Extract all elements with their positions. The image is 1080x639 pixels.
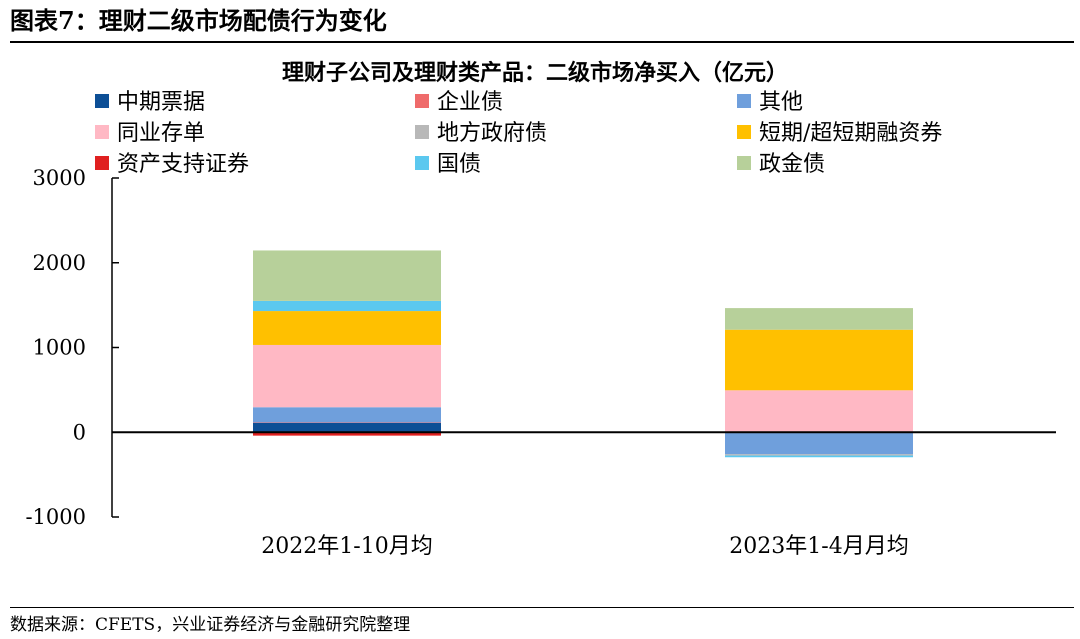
legend-swatch: [95, 125, 109, 139]
legend-item-同业存单: 同业存单: [95, 121, 205, 146]
bar-segment-短期-超短期融资券-0: [253, 311, 441, 345]
legend-label: 中期票据: [117, 90, 205, 115]
bar-segment-其他-0: [253, 407, 441, 423]
legend-label: 政金债: [759, 152, 825, 177]
legend-swatch: [737, 156, 751, 170]
bar-segment-地方政府债-1: [725, 454, 913, 456]
source-rule: [10, 607, 1074, 608]
y-tick-label-3000: 3000: [33, 166, 86, 190]
legend-swatch: [95, 94, 109, 108]
bar-segment-国债-0: [253, 300, 441, 312]
legend-item-企业债: 企业债: [415, 90, 503, 115]
legend-item-短期-超短期融资券: 短期/超短期融资券: [737, 121, 942, 146]
title-rule: [10, 41, 1074, 43]
axes: -1000 0 1000 2000 3000: [25, 166, 1056, 529]
legend-label: 资产支持证券: [117, 152, 249, 177]
figure-title: 图表7：理财二级市场配债行为变化: [10, 6, 387, 35]
bars: 2022年1-10月均 2023年1-4月月均: [253, 250, 913, 559]
legend-label: 其他: [759, 90, 803, 115]
bar-segment-国债-1: [725, 455, 913, 458]
legend-item-国债: 国债: [415, 152, 481, 177]
legend-swatch: [415, 125, 429, 139]
source-note: 数据来源：CFETS，兴业证券经济与金融研究院整理: [10, 615, 411, 635]
legend-label: 企业债: [437, 90, 503, 115]
bar-segment-同业存单-1: [725, 390, 913, 433]
y-tick-label--1000: -1000: [25, 505, 86, 529]
legend-item-中期票据: 中期票据: [95, 90, 205, 115]
legend-item-政金债: 政金债: [737, 152, 825, 177]
legend-swatch: [415, 156, 429, 170]
bar-segment-同业存单-0: [253, 344, 441, 408]
legend-label: 国债: [437, 152, 481, 177]
category-label-1: 2023年1-4月月均: [729, 534, 908, 559]
legend-item-其他: 其他: [737, 90, 803, 115]
chart-title: 理财子公司及理财类产品：二级市场净买入（亿元）: [282, 60, 788, 86]
bar-segment-短期-超短期融资券-1: [725, 329, 913, 391]
legend-item-地方政府债: 地方政府债: [415, 121, 547, 146]
y-tick-label-1000: 1000: [33, 336, 86, 360]
bar-segment-资产支持证券-0: [253, 432, 441, 436]
legend-swatch: [737, 125, 751, 139]
bar-segment-政金债-1: [725, 308, 913, 330]
legend-label: 同业存单: [117, 121, 205, 146]
category-label-0: 2022年1-10月均: [261, 534, 432, 559]
bar-segment-其他-1: [725, 433, 913, 455]
legend-label: 地方政府债: [437, 121, 547, 146]
legend-label: 短期/超短期融资券: [759, 121, 942, 146]
legend-item-资产支持证券: 资产支持证券: [95, 152, 249, 177]
legend-swatch: [95, 156, 109, 170]
bar-segment-中期票据-0: [253, 422, 441, 433]
y-tick-label-2000: 2000: [33, 251, 86, 275]
y-tick-label-0: 0: [73, 420, 86, 444]
legend-swatch: [737, 94, 751, 108]
bar-segment-政金债-0: [253, 250, 441, 301]
legend-swatch: [415, 94, 429, 108]
